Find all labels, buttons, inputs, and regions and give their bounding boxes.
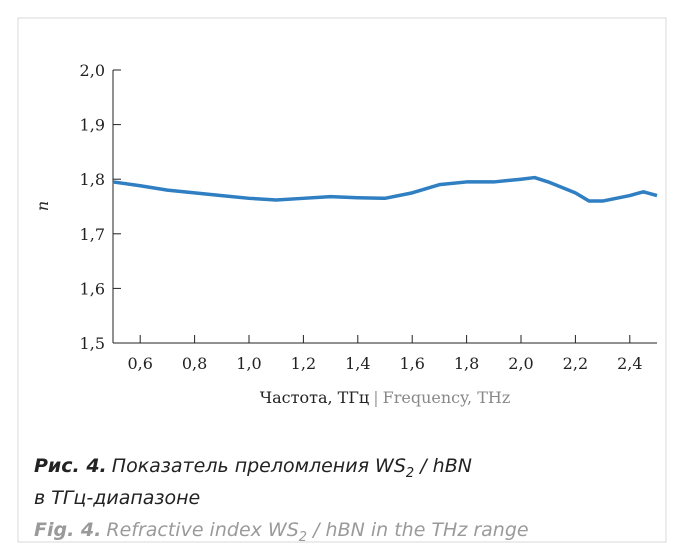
x-tick-label: 2,0 — [508, 354, 533, 373]
x-label-ru: Частота, ТГц — [260, 388, 369, 407]
caption-en-sub: 2 — [299, 530, 307, 545]
x-tick-label: 0,8 — [182, 354, 207, 373]
x-tick-label: 1,4 — [345, 354, 370, 373]
x-tick-label: 1,6 — [399, 354, 424, 373]
y-tick-label: 1,7 — [80, 225, 105, 244]
caption-en-text: / hBN in the THz range — [307, 519, 529, 541]
caption-ru-sub: 2 — [406, 466, 414, 481]
x-tick-label: 2,4 — [617, 354, 642, 373]
caption-en-label: Fig. 4. — [34, 519, 101, 541]
y-tick-label: 1,6 — [80, 279, 105, 298]
caption-ru-text: / hBN — [414, 455, 472, 477]
x-tick-label: 1,8 — [454, 354, 479, 373]
caption-ru-text: Показатель преломления WS — [112, 455, 406, 477]
y-axis-label: n — [33, 201, 52, 211]
frame — [17, 17, 667, 543]
caption-en-text: Refractive index WS — [106, 519, 298, 541]
x-tick-label: 2,2 — [563, 354, 588, 373]
y-tick-label: 1,9 — [80, 116, 105, 135]
x-tick-label: 1,0 — [236, 354, 261, 373]
x-label-en: Frequency, THz — [383, 388, 511, 407]
x-label-sep: | — [373, 388, 378, 407]
x-tick-label: 1,2 — [291, 354, 316, 373]
y-tick-label: 2,0 — [80, 61, 105, 80]
caption-ru-label: Рис. 4. — [34, 455, 107, 477]
caption-ru-2: в ТГц-диапазоне — [34, 487, 200, 509]
y-tick-label: 1,8 — [80, 170, 105, 189]
data-line — [112, 175, 658, 203]
caption-en: Fig. 4. Refractive index WS2 / hBN in the… — [34, 519, 529, 545]
caption-ru-1: Рис. 4. Показатель преломления WS2 / hBN — [34, 455, 472, 481]
x-tick-label: 0,6 — [127, 354, 152, 373]
y-tick-label: 1,5 — [80, 334, 105, 353]
x-axis-label: Частота, ТГц | Frequency, THz — [260, 388, 511, 407]
